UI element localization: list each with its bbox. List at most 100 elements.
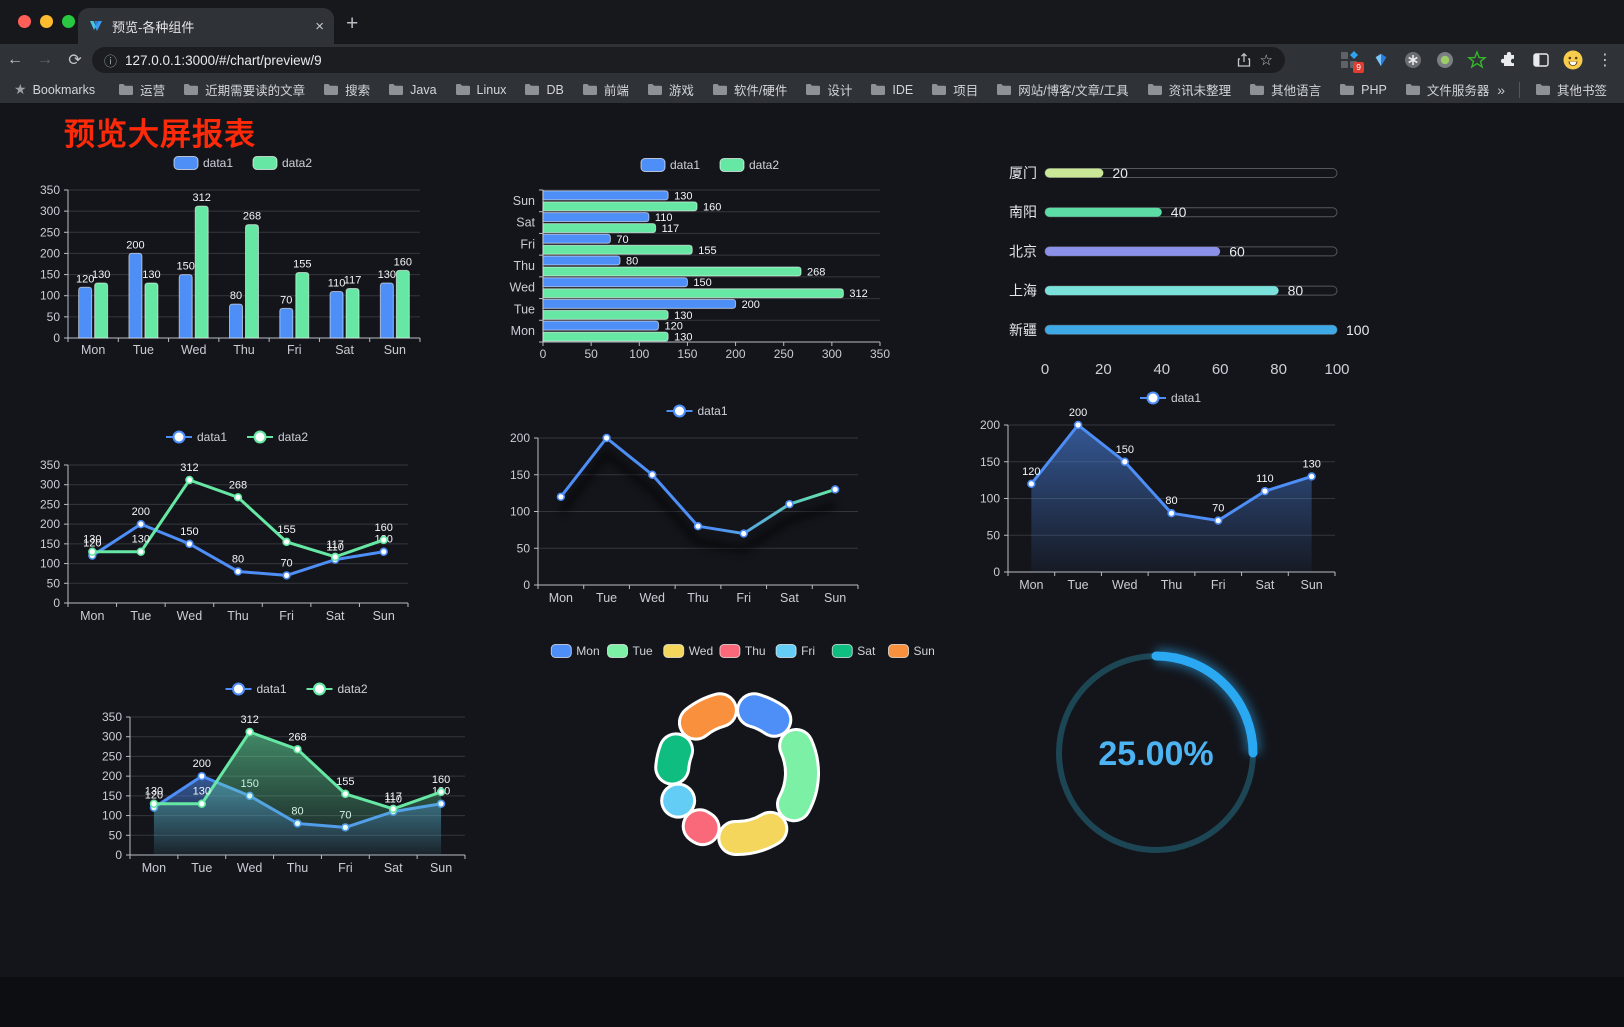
omnibox[interactable]: ⓘ 127.0.0.1:3000/#/chart/preview/9 ☆ [92, 47, 1285, 73]
svg-text:Sat: Sat [780, 591, 799, 605]
bookmarks-star-icon[interactable]: ★ [14, 81, 27, 97]
svg-text:60: 60 [1229, 243, 1245, 259]
bookmark-folder[interactable]: 设计 [796, 77, 861, 102]
browser-menu-icon[interactable]: ⋮ [1597, 52, 1613, 69]
svg-text:200: 200 [980, 418, 1000, 432]
minimize-window-button[interactable] [40, 15, 53, 28]
bookmark-folder[interactable]: 近期需要读的文章 [174, 77, 314, 102]
share-icon[interactable] [1236, 52, 1252, 68]
svg-text:Wed: Wed [640, 591, 666, 605]
svg-text:150: 150 [177, 261, 195, 273]
bookmark-label: Linux [476, 82, 507, 97]
bookmark-folder[interactable]: 前端 [573, 77, 638, 102]
back-icon[interactable]: ← [7, 51, 23, 68]
svg-text:150: 150 [102, 789, 122, 803]
svg-text:100: 100 [40, 557, 60, 571]
chart-canvas-gauge-ring[interactable]: 25.00% [1035, 635, 1280, 875]
chart-canvas-line-two-area[interactable]: data1 data2 0 50 100 150 200 250 300 350 Mon Tue Wed… [100, 676, 520, 890]
tab-close-icon[interactable]: × [315, 17, 324, 35]
extension-crystal-icon[interactable] [1368, 47, 1394, 73]
bookmark-folder[interactable]: 文件服务器 [1396, 77, 1489, 102]
bookmarks-overflow-chevron[interactable]: » [1497, 81, 1505, 98]
bookmarks-bar: ★ Bookmarks 运营 近期需要读的文章 搜索 Java Linux DB 前端 游戏 软… [0, 76, 1624, 103]
svg-text:150: 150 [40, 268, 60, 282]
chart-canvas-line-area[interactable]: data1 0 50 100 150 200 Mon Tue Wed Thu Fri Sat Sun 12… [980, 386, 1350, 598]
extension-asterisk-icon[interactable] [1400, 47, 1426, 73]
svg-text:Fri: Fri [520, 237, 535, 251]
svg-text:70: 70 [1212, 503, 1224, 515]
bookmark-folder[interactable]: 搜索 [314, 77, 379, 102]
extension-star-icon[interactable] [1464, 47, 1490, 73]
extension-grid-icon[interactable]: 9 [1336, 47, 1364, 73]
svg-text:Mon: Mon [1019, 578, 1043, 592]
svg-text:60: 60 [1212, 361, 1229, 378]
extension-record-icon[interactable] [1432, 47, 1458, 73]
bookmark-folder[interactable]: Linux [446, 80, 516, 100]
svg-text:Tue: Tue [133, 343, 154, 357]
bookmark-folder[interactable]: 其他语言 [1240, 77, 1330, 102]
bookmark-folder[interactable]: 软件/硬件 [703, 77, 796, 102]
svg-text:300: 300 [40, 478, 60, 492]
bookmark-folder[interactable]: 游戏 [638, 77, 703, 102]
bookmark-folder[interactable]: Java [379, 80, 445, 100]
chart-gauge-ring: 25.00% [1035, 635, 1280, 875]
svg-text:70: 70 [616, 234, 628, 246]
svg-text:300: 300 [40, 204, 60, 218]
sidebar-toggle-icon[interactable] [1528, 47, 1554, 73]
forward-icon[interactable]: → [37, 51, 53, 68]
svg-text:200: 200 [132, 506, 150, 518]
bookmark-folder[interactable]: PHP [1330, 80, 1396, 100]
folder-icon [871, 84, 886, 95]
folder-icon [455, 84, 470, 95]
bookmark-folder[interactable]: 项目 [922, 77, 987, 102]
chart-canvas-progress-list[interactable]: 厦门 20 南阳 40 北京 60 上海 80 新疆 100 0 20 40 60 80 100 [990, 155, 1370, 383]
other-bookmarks-folder[interactable]: 其他书签 [1526, 77, 1616, 102]
svg-text:300: 300 [102, 730, 122, 744]
bookmark-folder[interactable]: 运营 [109, 77, 174, 102]
chart-canvas-bar-grouped[interactable]: data1 data2050100150200250300350Mon120130… [40, 146, 460, 366]
reload-icon[interactable]: ⟳ [68, 52, 82, 69]
svg-text:Sun: Sun [513, 194, 535, 208]
svg-text:20: 20 [1112, 165, 1128, 181]
browser-tab[interactable]: 预览-各种组件 × [78, 8, 334, 44]
svg-text:130: 130 [92, 269, 110, 281]
new-tab-button[interactable]: + [346, 12, 359, 35]
bookmark-star-icon[interactable]: ☆ [1259, 52, 1273, 69]
bookmark-folder[interactable]: IDE [861, 80, 922, 100]
page-content: 预览大屏报表 data1 data2 0 50 100 150 200 250 300 350 Mo… [0, 103, 1624, 1027]
svg-text:Thu: Thu [233, 343, 255, 357]
fullscreen-window-button[interactable] [62, 15, 75, 28]
other-bookmarks-label: 其他书签 [1556, 84, 1607, 98]
bookmark-folder[interactable]: 资讯未整理 [1138, 77, 1241, 102]
chart-line-two-series: data1 data2 0 50 100 150 200 250 300 350 Mon Tue Wed… [40, 425, 460, 637]
svg-text:130: 130 [145, 786, 163, 798]
folder-icon [389, 84, 404, 95]
bookmark-folder[interactable]: DB [515, 80, 572, 100]
chart-bar-grouped: data1 data2 0 50 100 150 200 250 300 350 Mon 120 130… [40, 146, 460, 366]
folder-icon [184, 84, 199, 95]
chart-canvas-line-gradient[interactable]: data1 0 50 100 150 200 Mon Tue Wed Thu Fri Sat Sun [500, 398, 910, 610]
svg-text:data2: data2 [749, 158, 779, 172]
url-text[interactable]: 127.0.0.1:3000/#/chart/preview/9 [125, 52, 322, 68]
svg-text:80: 80 [1165, 495, 1177, 507]
bookmark-folder[interactable]: 网站/博客/文章/工具 [987, 77, 1137, 102]
svg-text:北京: 北京 [1009, 243, 1037, 259]
svg-text:0: 0 [115, 848, 122, 862]
svg-text:200: 200 [1069, 407, 1087, 419]
site-info-icon[interactable]: ⓘ [104, 53, 118, 69]
svg-text:data1: data1 [670, 158, 700, 172]
svg-text:200: 200 [102, 769, 122, 783]
svg-text:50: 50 [517, 541, 531, 555]
chart-canvas-line-two[interactable]: data1 data2 0 50 100 150 200 250 300 350 Mon Tue Wed… [40, 425, 460, 637]
svg-text:80: 80 [626, 256, 638, 268]
profile-avatar[interactable] [1560, 47, 1586, 73]
folder-icon [582, 84, 597, 95]
extensions-puzzle-icon[interactable] [1496, 47, 1522, 73]
folder-icon [1250, 84, 1265, 95]
svg-text:Sun: Sun [373, 609, 395, 623]
close-window-button[interactable] [18, 15, 31, 28]
chart-canvas-donut[interactable]: Mon Tue Wed Thu Fri Sat Sun [545, 636, 940, 876]
bookmarks-label[interactable]: Bookmarks [32, 82, 96, 97]
svg-text:Sat: Sat [335, 343, 354, 357]
